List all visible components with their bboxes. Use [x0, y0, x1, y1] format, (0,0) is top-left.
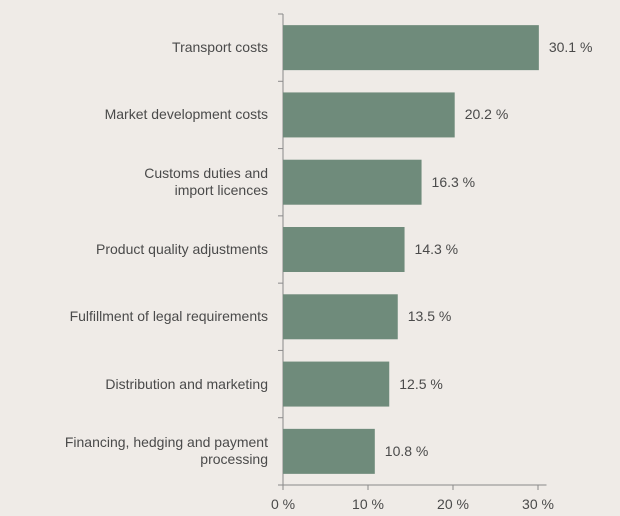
- value-label: 16.3 %: [431, 173, 476, 190]
- value-label: 13.5 %: [407, 308, 452, 325]
- value-label: 10.8 %: [384, 442, 429, 459]
- category-label: Market development costs: [104, 106, 268, 123]
- value-label: 14.3 %: [414, 241, 459, 257]
- category-label: Fulfillment of legal requirements: [69, 308, 268, 325]
- bar: [283, 159, 422, 205]
- value-label: 30.1 %: [548, 39, 593, 56]
- category-label: Distribution and marketing: [105, 375, 268, 392]
- category-label: Product quality adjustments: [96, 241, 268, 257]
- x-tick-label: 30 %: [522, 496, 554, 512]
- x-tick-label: 20 %: [437, 496, 469, 512]
- bar: [283, 25, 539, 71]
- x-tick-label: 0 %: [270, 496, 296, 512]
- bar: [283, 428, 375, 474]
- bar: [283, 294, 398, 340]
- value-label: 20.2 %: [464, 106, 509, 123]
- category-label: Financing, hedging and payment processin…: [64, 434, 268, 468]
- category-label: Transport costs: [172, 39, 268, 56]
- x-tick-label: 10 %: [352, 496, 384, 512]
- category-label: Customs duties and import licences: [144, 165, 268, 199]
- bar: [283, 361, 390, 407]
- bar: [283, 227, 405, 272]
- bar: [283, 92, 455, 138]
- value-label: 12.5 %: [399, 375, 443, 392]
